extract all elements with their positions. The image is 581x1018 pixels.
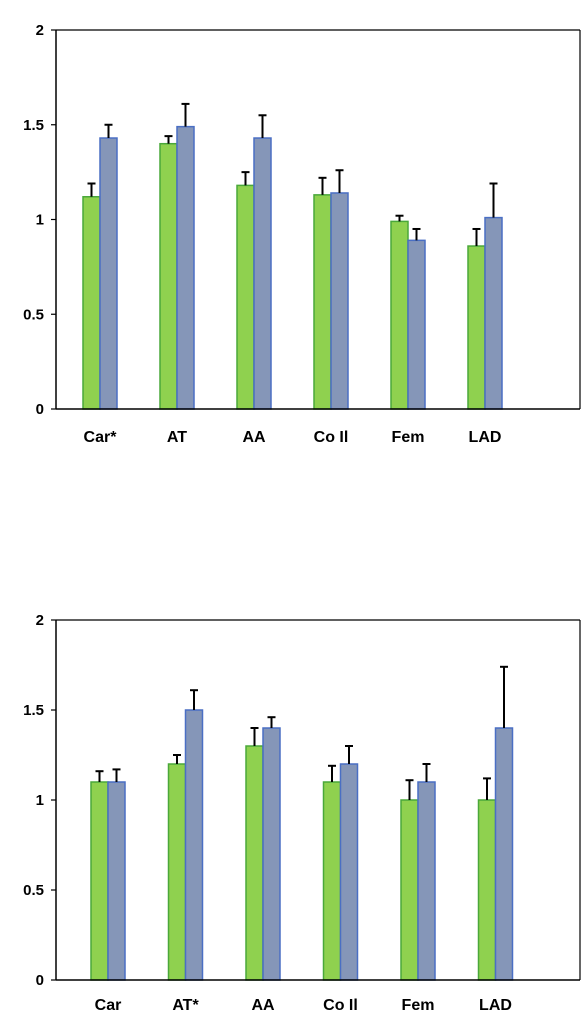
bar-chart-bottom: 0 0.5 1 1.5 2 Car AT* AA Co Il Fem LAD [0,590,581,1018]
bottom-bar-a [477,799,497,981]
bottom-bar-b [262,727,281,981]
bottom-bar-b [417,781,436,981]
top-bar-a [467,245,486,410]
top-bar-a [236,184,255,410]
top-bar-b [484,216,503,410]
bar-chart-bottom-svg: 0 0.5 1 1.5 2 Car AT* AA Co Il Fem LAD [23,612,581,1014]
top-bar-b [330,192,349,410]
bottom-y-tick-label: 2 [36,612,44,629]
bottom-bar-a [245,745,264,981]
bar-chart-top-svg: 0 0.5 1 1.5 2 Car* AT AA Co Il Fem LAD [23,22,581,446]
bottom-y-tick-label: 0 [36,972,44,989]
bottom-category-label: Car [95,997,122,1014]
bottom-category-label: AA [251,997,275,1014]
bottom-bar-b [107,781,126,981]
bottom-category-label: LAD [479,997,512,1014]
bottom-category-label: AT* [172,997,199,1014]
bottom-y-tick-label: 1.5 [23,702,44,719]
top-y-tick-label: 1 [36,212,44,229]
top-bar-b [99,137,118,410]
top-bar-a [159,142,178,410]
bottom-bar-b [184,709,204,981]
top-bar-b [176,125,195,410]
top-category-label: Co Il [314,429,349,446]
bottom-y-tick-label: 0.5 [23,882,44,899]
top-bar-a [313,194,332,410]
bottom-bar-a [167,763,187,981]
bottom-bar-a [90,781,109,981]
bottom-bar-a [400,799,419,981]
top-category-label: AA [242,429,266,446]
bottom-y-tick-label: 1 [36,792,44,809]
top-bar-a [82,196,101,410]
top-y-tick-label: 0.5 [23,306,44,323]
top-y-tick-label: 2 [36,22,44,39]
top-bar-b [407,239,426,410]
top-category-label: LAD [469,429,502,446]
top-category-label: AT [167,429,187,446]
top-category-label: Car* [84,429,118,446]
top-bar-b [253,137,272,410]
bottom-bar-a [322,781,342,981]
top-y-tick-label: 0 [36,401,44,418]
bar-chart-top: 0 0.5 1 1.5 2 Car* AT AA Co Il Fem LAD [0,0,581,460]
bottom-category-label: Fem [402,997,435,1014]
top-y-tick-label: 1.5 [23,117,44,134]
top-bar-a [390,220,409,410]
bottom-bar-b [494,727,514,981]
top-category-label: Fem [392,429,425,446]
bottom-bar-b [339,763,359,981]
bottom-category-label: Co Il [323,997,358,1014]
